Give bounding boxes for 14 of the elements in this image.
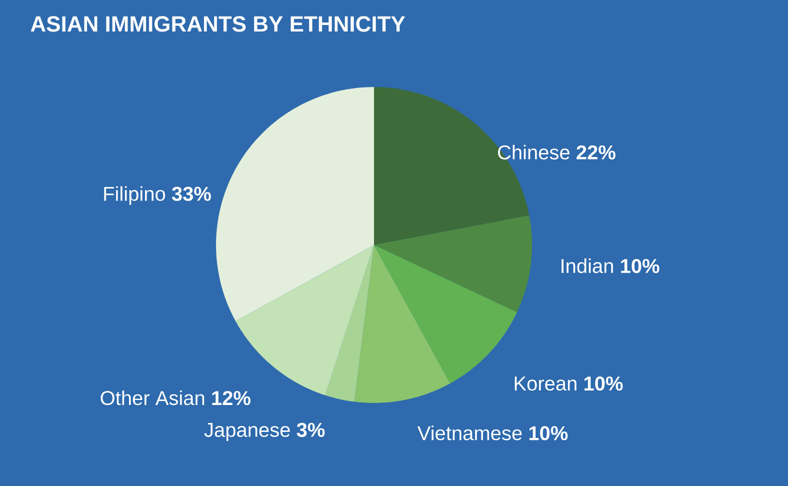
slice-label: Indian <box>562 258 613 274</box>
data-label: 3% <box>296 422 325 438</box>
data-label: 10% <box>529 426 568 440</box>
slice-label: Korean <box>514 376 576 391</box>
data-label: 12% <box>212 391 250 406</box>
slice-label: Vietnamese <box>417 426 522 440</box>
data-label: 10% <box>584 376 623 391</box>
slice-label: Other Asian <box>100 390 204 406</box>
slice-label: Filipino <box>104 186 166 205</box>
data-label: 33% <box>172 186 211 201</box>
chart-title: ASIAN IMMIGRANTS BY ETHNICITY <box>30 16 406 32</box>
data-label: 10% <box>621 258 660 274</box>
slice-label: Japanese <box>204 423 290 441</box>
data-label: 22% <box>576 145 616 160</box>
